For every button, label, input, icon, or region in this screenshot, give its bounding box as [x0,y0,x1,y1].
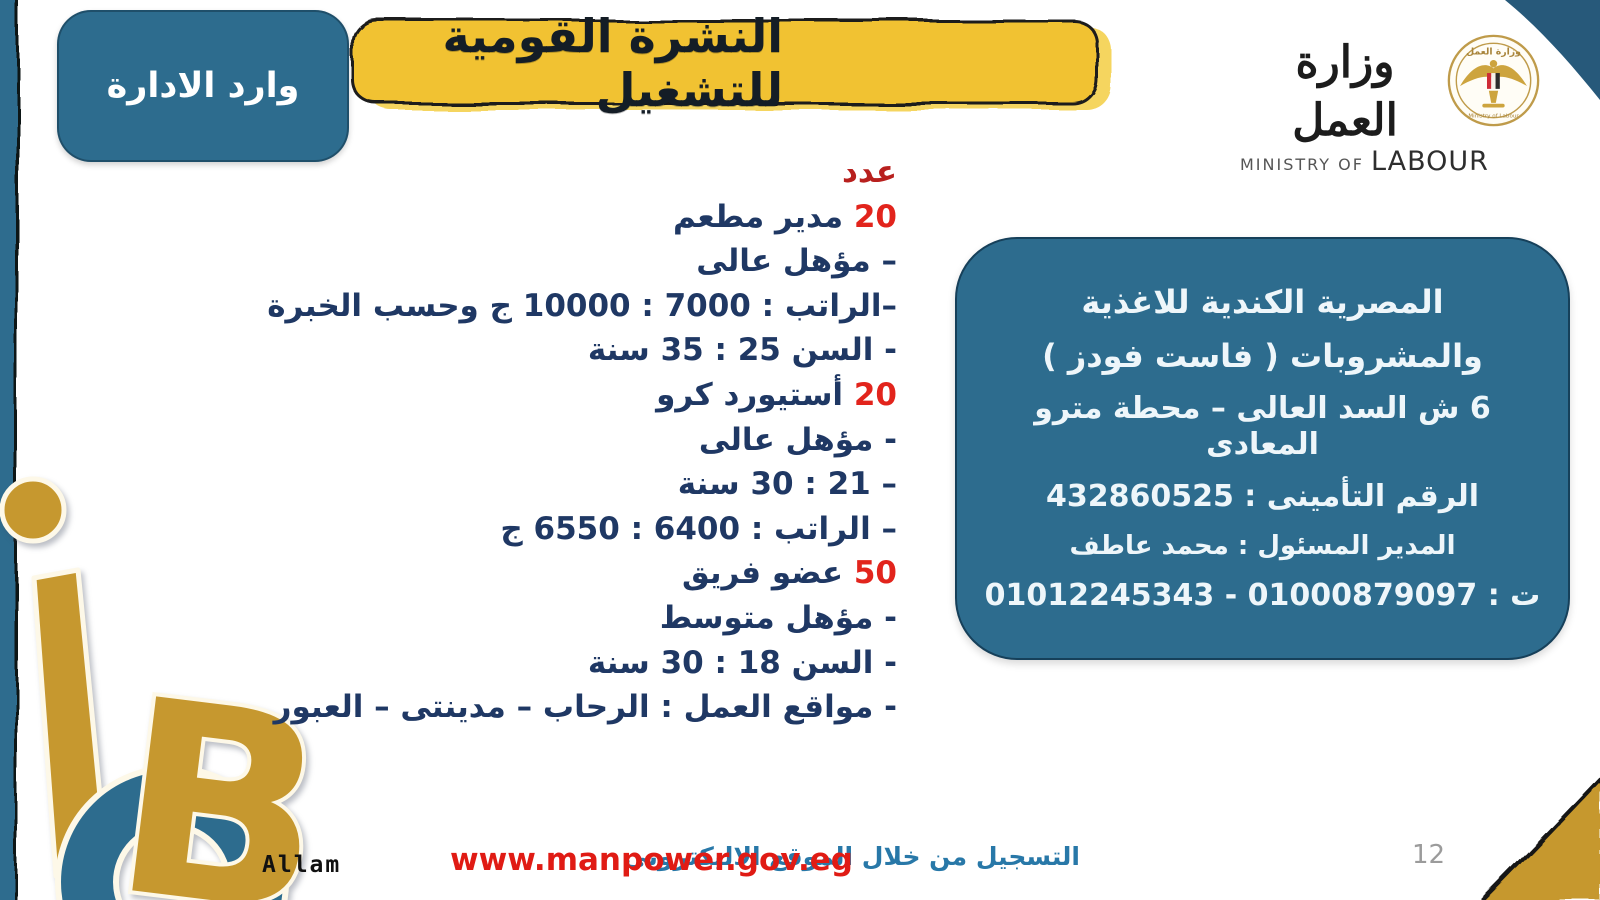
ministry-en-prefix: MINISTRY OF [1240,155,1371,174]
job-count: 20 [853,198,897,235]
job-line: - السن 18 : 30 سنة [587,644,897,681]
page-title: النشرة القومية للتشغيل [442,9,783,117]
job-line: – الراتب : 6400 : 6550 ج [500,510,897,547]
letter-i-dot [0,476,67,544]
job-line: –الراتب : 7000 : 10000 ج وحسب الخبرة [267,287,897,324]
emblem-arabic-text: وزارة العمل [1466,46,1521,57]
ministry-name-english: MINISTRY OF LABOUR [1240,146,1488,177]
letter-c [61,771,283,900]
jobs-list: عدد 20 مدير مطعم – مؤهل عالى –الراتب : 700… [267,150,897,730]
job-count: 50 [853,555,897,592]
ministry-name-arabic: وزارة العمل [1292,37,1398,146]
company-line: الرقم التأمينى : 432860525 [1045,479,1480,515]
register-instruction: التسجيل من خلال الموقع الاليكترونى [623,842,1080,871]
job-count: 20 [853,376,897,413]
company-line: المدير المسئول : محمد عاطف [1069,531,1456,562]
job-line: – مؤهل عالى [696,243,897,280]
incoming-admin-label: وارد الادارة [106,66,300,106]
shield-white-stripe [1491,73,1496,89]
job-line: - السن 25 : 35 سنة [587,332,897,369]
emblem-english-text: Ministry of Labour [1468,114,1519,120]
shield-black-stripe [1495,73,1500,89]
manpower-url-link[interactable]: www.manpower.gov.eg [450,842,853,878]
corner-triangle-bottom-right [1480,776,1600,900]
page-number: 12 [1412,840,1446,870]
job-line: 20 أستيورد كرو [656,376,897,413]
shield-red-stripe [1486,73,1492,89]
job-line: - مواقع العمل : الرحاب – مدينتى – العبور [273,689,897,726]
company-card: المصرية الكندية للاغذية والمشروبات ( فاست… [955,237,1570,660]
corner-triangle-top-right [1505,0,1600,100]
company-line: ت : 01000879097 - 01012245343 [984,578,1541,614]
eagle-scroll [1482,103,1505,108]
ministry-emblem: وزارة العمل Ministry of Labour [1447,34,1540,127]
eagle-head [1489,60,1498,68]
eagle-wings [1460,65,1527,87]
letter-i-stem [31,567,109,879]
job-line: 50 عضو فريق [681,555,897,592]
company-line: 6 ش السد العالى – محطة مترو المعادى [1034,391,1491,463]
job-line: 20 مدير مطعم [673,198,897,235]
job-line: - مؤهل عالى [698,421,897,458]
company-line: المصرية الكندية للاغذية [1081,282,1444,321]
job-line: – 21 : 30 سنة [677,466,897,503]
eagle-tail [1488,90,1499,103]
ministry-en-main: LABOUR [1370,146,1489,177]
author-watermark: Allam [262,852,342,878]
company-line: والمشروبات ( فاست فودز ) [1042,337,1483,376]
jobs-count-header: عدد [842,154,897,190]
letter-c-outline [55,765,289,900]
job-line: - مؤهل متوسط [659,599,897,636]
incoming-admin-badge: وارد الادارة [57,10,349,162]
ministry-wordmark: وزارة العمل MINISTRY OF LABOUR [1240,34,1488,177]
